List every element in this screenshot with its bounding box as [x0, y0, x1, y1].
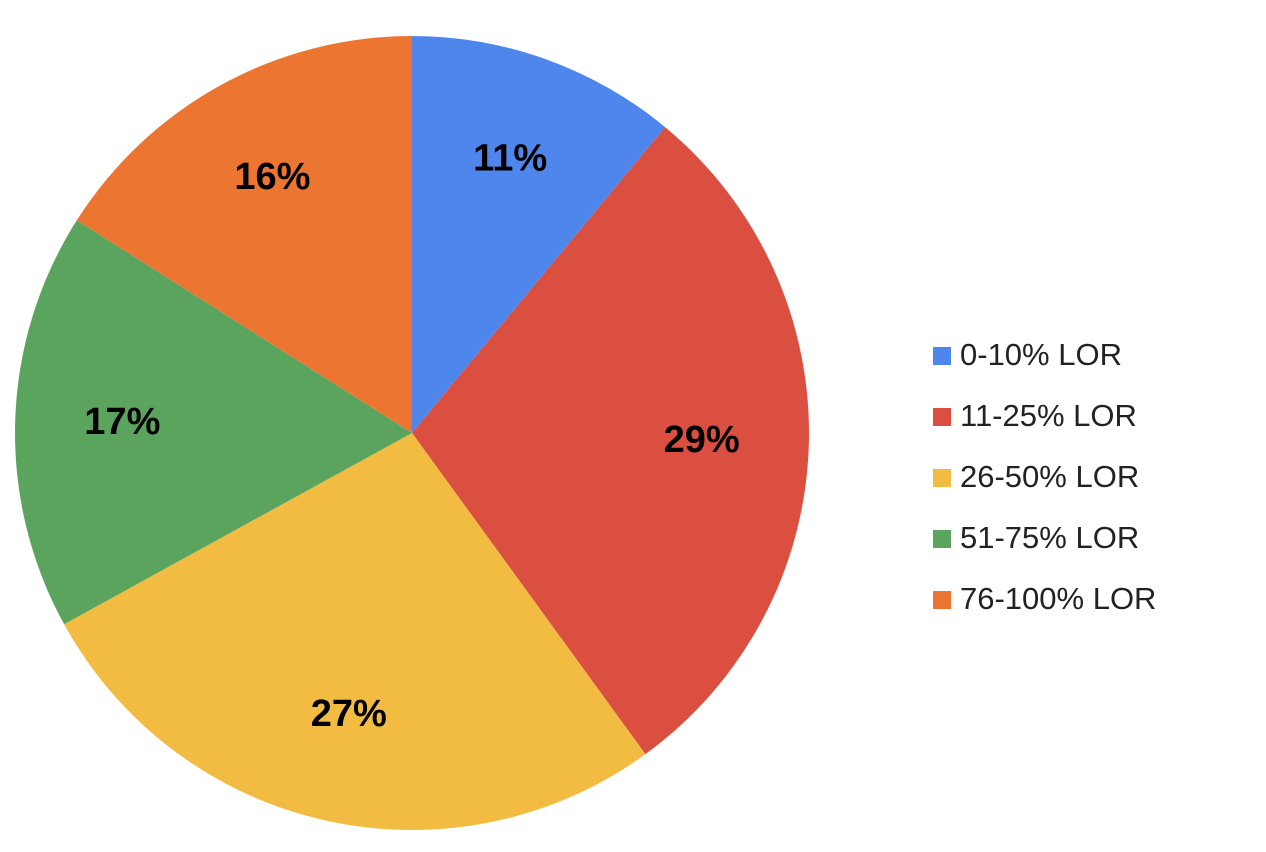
pie-slice: [76, 36, 412, 433]
legend-swatch: [933, 347, 951, 365]
legend-label: 0-10% LOR: [960, 337, 1122, 372]
legend-swatch: [933, 408, 951, 426]
slice-label: 11%: [473, 137, 547, 179]
legend-swatch: [933, 469, 951, 487]
slice-label: 29%: [664, 419, 740, 461]
pie-slice: [412, 36, 666, 433]
legend-label: 11-25% LOR: [960, 398, 1137, 433]
legend-swatch: [933, 591, 951, 609]
legend-label: 51-75% LOR: [960, 520, 1139, 555]
slice-label: 16%: [234, 156, 310, 198]
pie-slice: [14, 220, 413, 625]
legend-label: 76-100% LOR: [960, 581, 1156, 616]
slice-label: 17%: [84, 401, 160, 443]
pie-slice: [64, 433, 646, 831]
legend-label: 26-50% LOR: [960, 459, 1139, 494]
pie-slice: [412, 127, 809, 755]
legend-swatch: [933, 530, 951, 548]
slice-label: 27%: [311, 693, 387, 735]
